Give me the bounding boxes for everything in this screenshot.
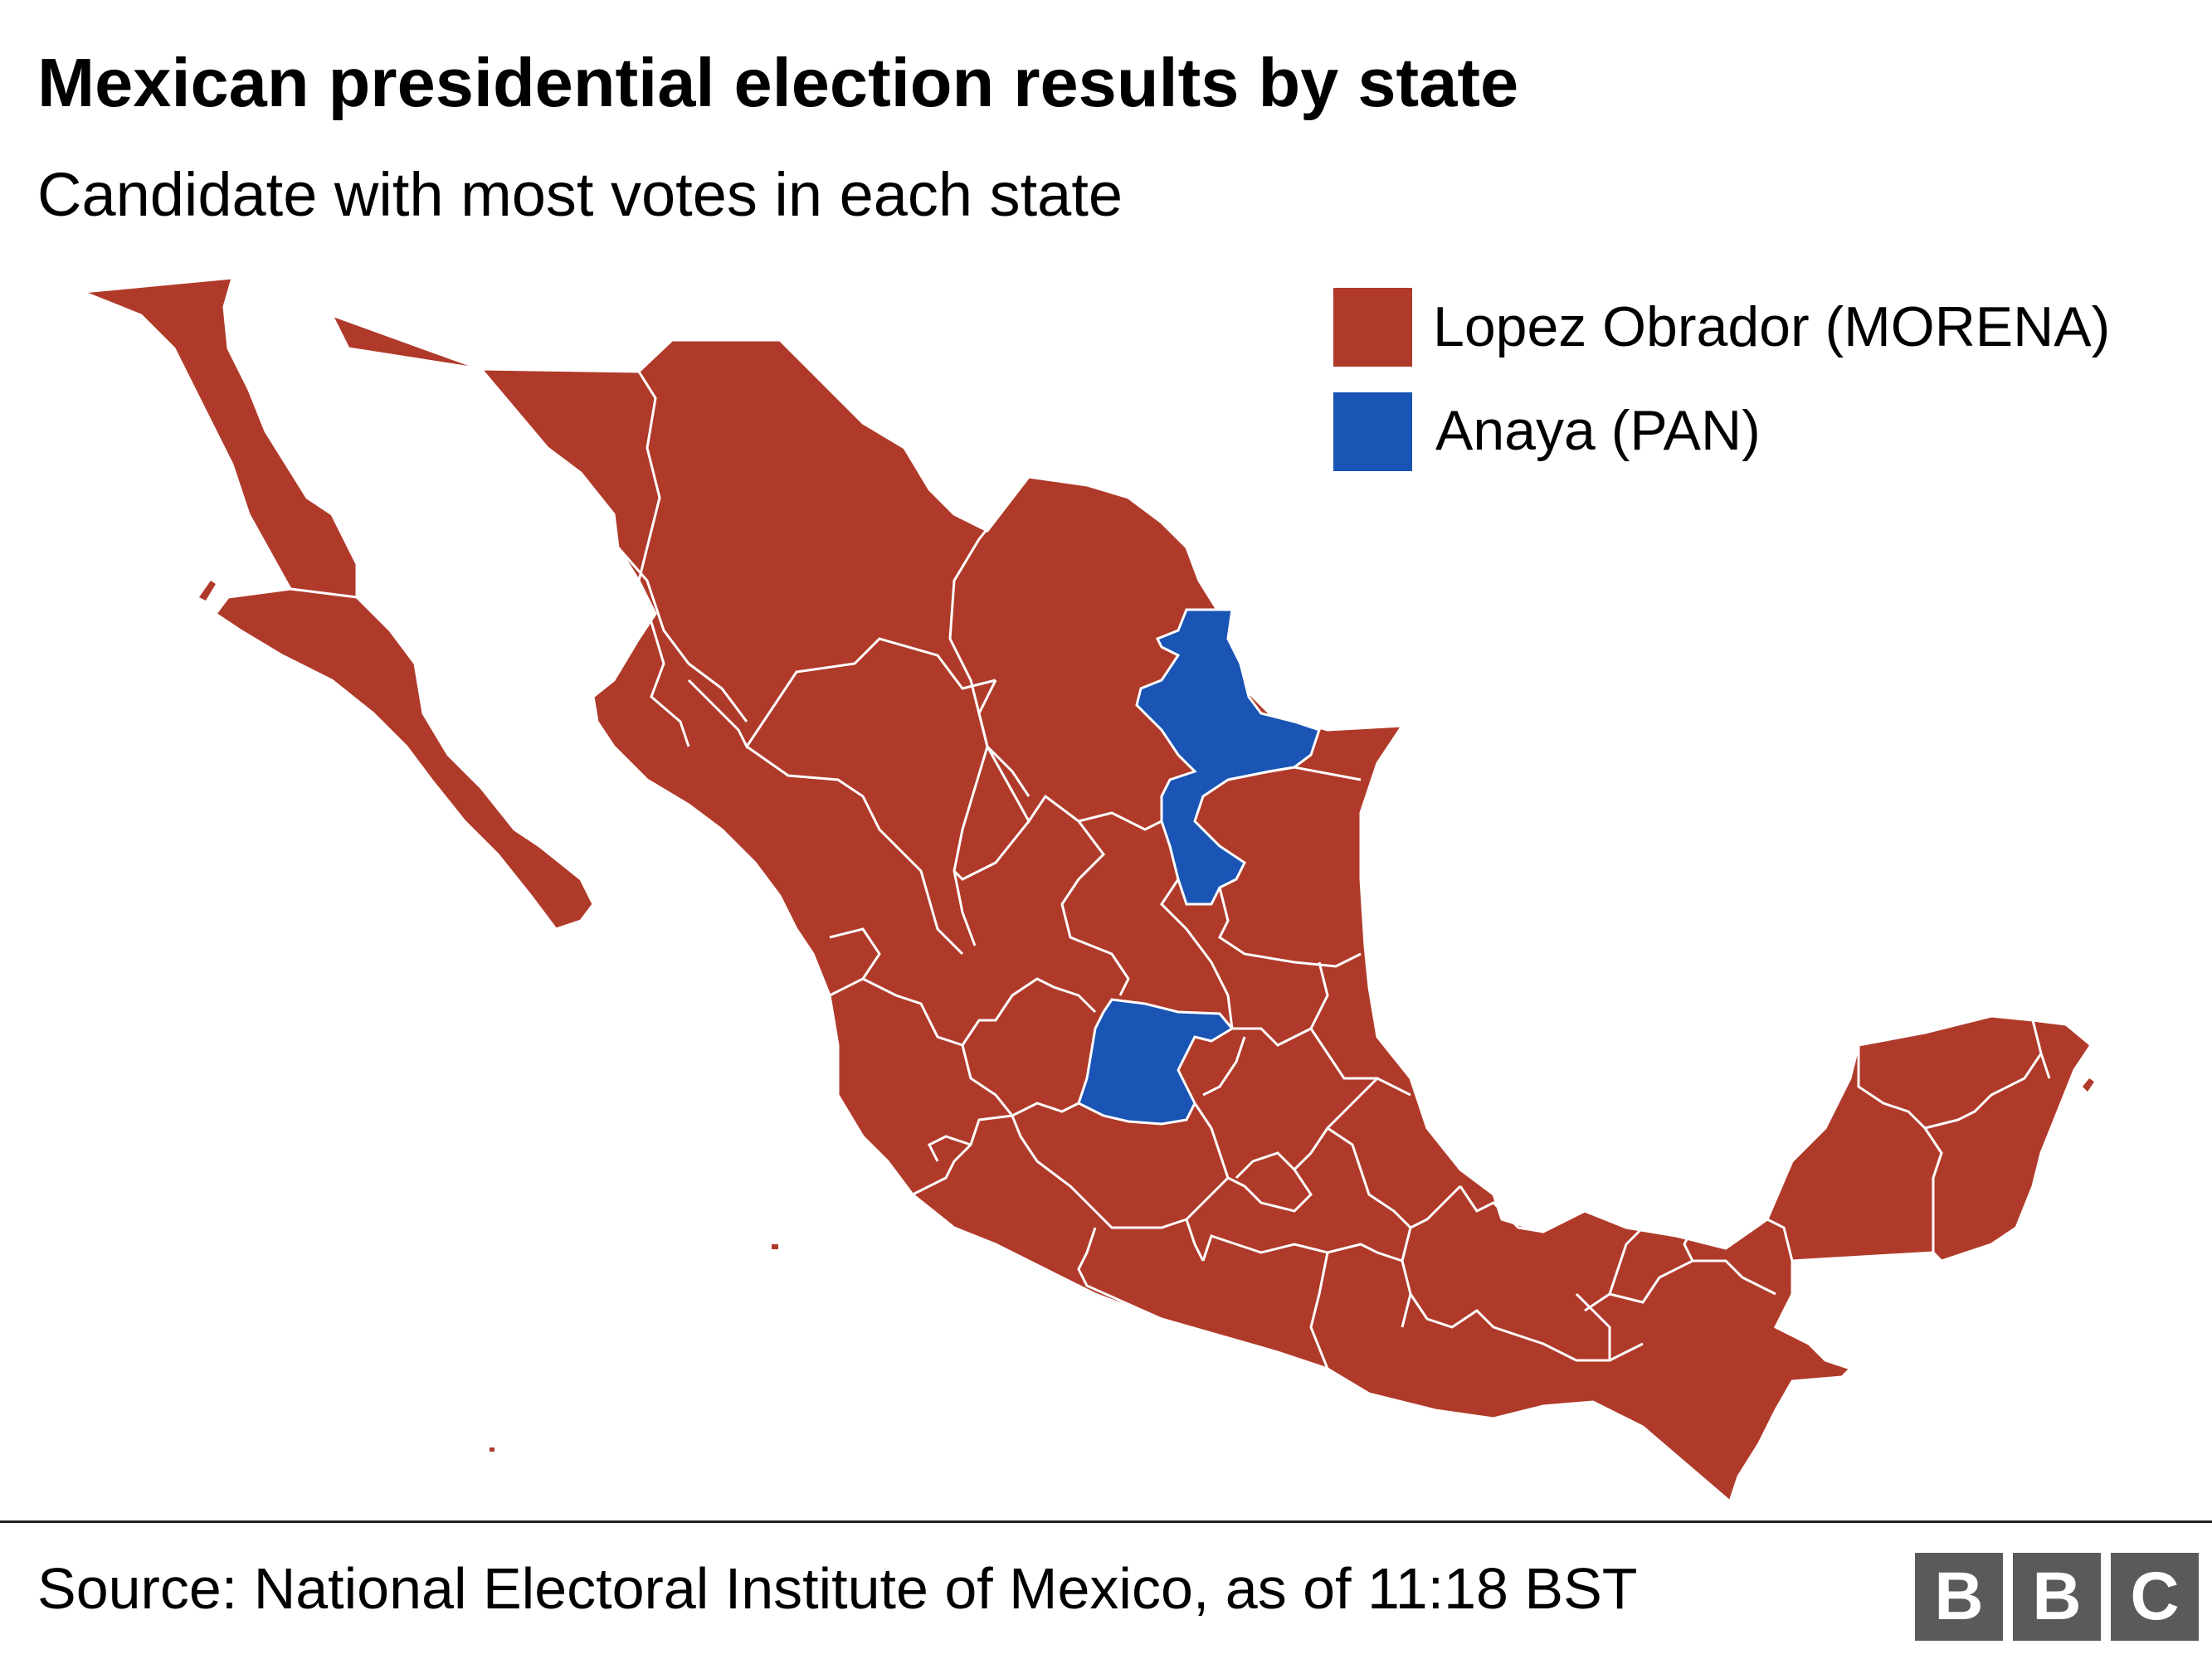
island xyxy=(772,1244,778,1249)
footer-divider xyxy=(0,1520,2212,1523)
mexico-election-map xyxy=(82,276,2094,1504)
map-title: Mexican presidential election results by… xyxy=(37,44,1519,121)
state-borders xyxy=(616,371,2051,1411)
legend-swatch-morena xyxy=(1333,288,1412,367)
bbc-logo: B B C xyxy=(1915,1553,2199,1641)
legend-swatch-pan xyxy=(1333,392,1412,471)
state-nuevo-leon xyxy=(1135,608,1321,906)
bbc-logo-letter: B xyxy=(1915,1553,2003,1641)
island xyxy=(490,1447,495,1452)
bbc-logo-letter: C xyxy=(2111,1553,2199,1641)
legend-label-pan: Anaya (PAN) xyxy=(1435,399,1761,462)
island xyxy=(199,581,216,601)
legend-label-morena: Lopez Obrador (MORENA) xyxy=(1433,295,2111,358)
bbc-logo-letter: B xyxy=(2013,1553,2101,1641)
map-subtitle: Candidate with most votes in each state xyxy=(37,160,1123,229)
source-note: Source: National Electoral Institute of … xyxy=(37,1556,1638,1621)
state-baja-california xyxy=(82,276,358,599)
state-baja-california-sur xyxy=(213,587,595,931)
island xyxy=(2083,1078,2094,1092)
